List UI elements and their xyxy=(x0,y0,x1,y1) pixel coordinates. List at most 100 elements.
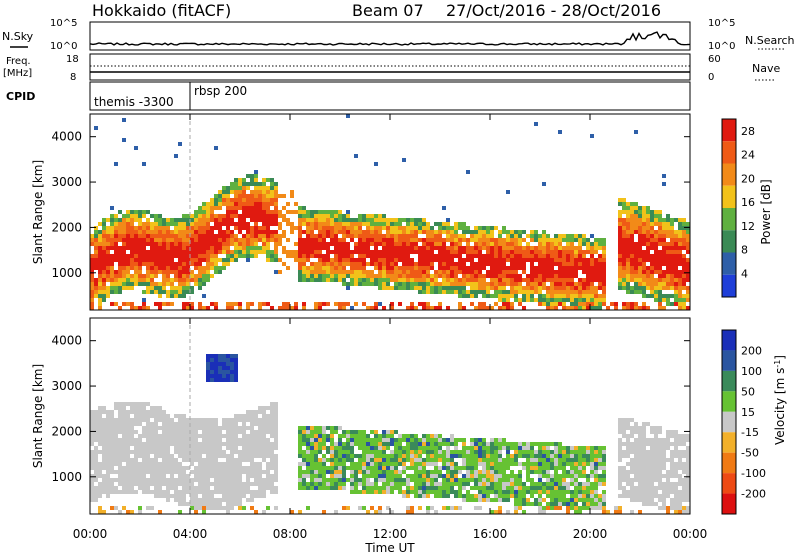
heatmap-cell xyxy=(90,410,94,414)
heatmap-cell xyxy=(262,222,266,226)
heatmap-cell xyxy=(458,242,462,246)
heatmap-cell xyxy=(538,502,542,506)
heatmap-cell xyxy=(90,490,94,494)
heatmap-cell xyxy=(366,510,370,514)
heatmap-cell xyxy=(246,174,250,178)
heatmap-cell xyxy=(414,478,418,482)
freq-unit-label: [MHz] xyxy=(3,68,32,79)
heatmap-cell xyxy=(658,214,662,218)
heatmap-cell xyxy=(314,254,318,258)
heatmap-cell xyxy=(554,246,558,250)
heatmap-cell xyxy=(246,486,250,490)
heatmap-cell xyxy=(218,202,222,206)
heatmap-cell xyxy=(642,230,646,234)
heatmap-cell xyxy=(622,218,626,222)
heatmap-cell xyxy=(202,250,206,254)
heatmap-cell xyxy=(570,266,574,270)
heatmap-cell xyxy=(554,470,558,474)
heatmap-cell xyxy=(154,270,158,274)
heatmap-cell xyxy=(298,242,302,246)
heatmap-cell xyxy=(434,494,438,498)
heatmap-cell xyxy=(90,434,94,438)
heatmap-cell xyxy=(362,470,366,474)
heatmap-cell xyxy=(354,490,358,494)
heatmap-cell xyxy=(530,238,534,242)
heatmap-cell xyxy=(550,274,554,278)
heatmap-cell xyxy=(122,450,126,454)
heatmap-cell xyxy=(182,502,186,506)
heatmap-cell xyxy=(670,282,674,286)
heatmap-cell xyxy=(394,270,398,274)
heatmap-cell xyxy=(302,254,306,258)
heatmap-cell xyxy=(658,298,662,302)
heatmap-cell xyxy=(198,246,202,250)
heatmap-cell xyxy=(582,498,586,502)
heatmap-cell xyxy=(126,238,130,242)
heatmap-cell xyxy=(382,430,386,434)
heatmap-cell xyxy=(526,446,530,450)
heatmap-cell xyxy=(502,442,506,446)
heatmap-cell xyxy=(414,462,418,466)
heatmap-cell xyxy=(474,238,478,242)
heatmap-cell xyxy=(386,462,390,466)
heatmap-cell xyxy=(174,422,178,426)
heatmap-cell xyxy=(218,250,222,254)
heatmap-cell xyxy=(498,486,502,490)
heatmap-cell xyxy=(202,210,206,214)
heatmap-cell xyxy=(574,502,578,506)
heatmap-cell xyxy=(254,414,258,418)
heatmap-cell xyxy=(622,266,626,270)
heatmap-cell xyxy=(138,470,142,474)
heatmap-cell xyxy=(370,306,374,310)
heatmap-cell xyxy=(570,462,574,466)
heatmap-cell xyxy=(510,290,514,294)
heatmap-cell xyxy=(382,214,386,218)
heatmap-cell xyxy=(198,450,202,454)
heatmap-cell xyxy=(542,446,546,450)
heatmap-cell xyxy=(458,282,462,286)
heatmap-cell xyxy=(366,434,370,438)
heatmap-cell xyxy=(318,210,322,214)
heatmap-cell xyxy=(194,218,198,222)
heatmap-cell xyxy=(138,442,142,446)
heatmap-cell xyxy=(118,466,122,470)
heatmap-cell xyxy=(374,222,378,226)
heatmap-cell xyxy=(214,374,218,378)
heatmap-cell xyxy=(586,502,590,506)
heatmap-cell xyxy=(550,478,554,482)
heatmap-cell xyxy=(378,438,382,442)
heatmap-cell xyxy=(178,290,182,294)
heatmap-cell xyxy=(262,486,266,490)
heatmap-cell xyxy=(162,246,166,250)
heatmap-cell xyxy=(550,498,554,502)
heatmap-cell xyxy=(454,250,458,254)
heatmap-cell xyxy=(430,506,434,510)
heatmap-cell xyxy=(270,486,274,490)
colorbar-tick-label: 8 xyxy=(741,244,748,257)
heatmap-cell xyxy=(314,438,318,442)
heatmap-cell xyxy=(206,218,210,222)
heatmap-cell xyxy=(358,434,362,438)
heatmap-cell xyxy=(406,222,410,226)
heatmap-cell xyxy=(662,230,666,234)
heatmap-cell xyxy=(106,442,110,446)
heatmap-cell xyxy=(146,218,150,222)
heatmap-cell xyxy=(462,462,466,466)
heatmap-cell xyxy=(418,482,422,486)
heatmap-cell xyxy=(182,470,186,474)
heatmap-cell xyxy=(414,242,418,246)
heatmap-cell xyxy=(122,410,126,414)
heatmap-cell xyxy=(570,458,574,462)
heatmap-cell xyxy=(250,414,254,418)
heatmap-cell xyxy=(522,490,526,494)
heatmap-cell xyxy=(466,466,470,470)
heatmap-cell xyxy=(674,294,678,298)
heatmap-cell xyxy=(138,254,142,258)
heatmap-cell xyxy=(318,250,322,254)
heatmap-cell xyxy=(566,286,570,290)
heatmap-cell xyxy=(534,266,538,270)
heatmap-cell xyxy=(338,266,342,270)
heatmap-cell xyxy=(618,254,622,258)
heatmap-cell xyxy=(322,210,326,214)
heatmap-cell xyxy=(194,262,198,266)
